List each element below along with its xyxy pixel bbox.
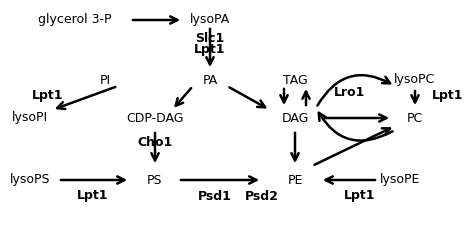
Text: lysoPI: lysoPI xyxy=(12,112,48,124)
Text: PA: PA xyxy=(202,73,218,87)
FancyArrowPatch shape xyxy=(319,113,392,141)
Text: Cho1: Cho1 xyxy=(137,136,173,150)
Text: Lpt1: Lpt1 xyxy=(344,189,376,203)
Text: lysoPC: lysoPC xyxy=(394,73,436,87)
Text: TAG: TAG xyxy=(283,73,307,87)
Text: lysoPS: lysoPS xyxy=(10,174,50,186)
Text: PS: PS xyxy=(147,174,163,186)
Text: Lpt1: Lpt1 xyxy=(32,90,64,102)
Text: CDP-DAG: CDP-DAG xyxy=(126,112,184,124)
Text: Slc1: Slc1 xyxy=(195,31,225,44)
Text: Psd2: Psd2 xyxy=(245,189,279,203)
Text: glycerol 3-P: glycerol 3-P xyxy=(38,13,112,27)
Text: lysoPE: lysoPE xyxy=(380,174,420,186)
Text: PC: PC xyxy=(407,112,423,124)
FancyArrowPatch shape xyxy=(318,75,390,106)
Text: lysoPA: lysoPA xyxy=(190,13,230,27)
Text: DAG: DAG xyxy=(281,112,309,124)
Text: Psd1: Psd1 xyxy=(198,189,232,203)
Text: PE: PE xyxy=(287,174,303,186)
Text: Lpt1: Lpt1 xyxy=(77,189,109,203)
Text: Lpt1: Lpt1 xyxy=(194,43,226,57)
Text: PI: PI xyxy=(100,73,110,87)
Text: Lpt1: Lpt1 xyxy=(432,90,464,102)
Text: Lro1: Lro1 xyxy=(334,87,365,99)
